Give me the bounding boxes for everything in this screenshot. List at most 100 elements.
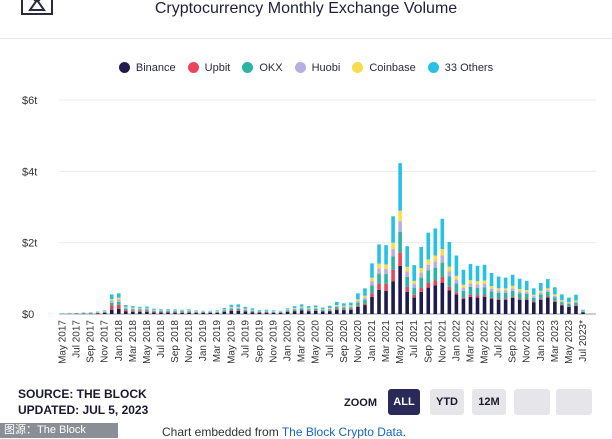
bar-segment	[244, 307, 248, 309]
legend-item[interactable]: Huobi	[295, 62, 341, 74]
x-tick-label: Jan 2018	[114, 320, 125, 362]
bar-segment	[61, 313, 65, 314]
bar-segment	[490, 292, 494, 298]
bar-segment	[159, 309, 163, 310]
bar-segment	[476, 281, 480, 284]
bar-segment	[398, 232, 402, 252]
bar-segment	[251, 311, 255, 312]
bar-segment	[180, 312, 184, 313]
bar-segment	[152, 309, 156, 310]
bar-segment	[370, 297, 374, 314]
bar-segment	[328, 309, 332, 310]
bar-segment	[497, 277, 501, 289]
bar-segment	[504, 299, 508, 300]
x-tick-label: Jan 2021	[367, 320, 378, 362]
bar-segment	[166, 310, 170, 311]
legend-item[interactable]: Binance	[119, 62, 176, 74]
bar-segment	[251, 310, 255, 311]
bar-segment	[145, 307, 149, 308]
bar-segment	[110, 310, 114, 314]
bar-segment	[412, 288, 416, 295]
bar-segment	[166, 313, 170, 314]
bar-segment	[412, 265, 416, 281]
bar-segment	[272, 312, 276, 313]
bar-segment	[426, 259, 430, 264]
bar-segment	[180, 313, 184, 314]
bar-segment	[511, 275, 515, 286]
x-tick-label: Mar 2022	[466, 320, 477, 363]
bar-segment	[384, 264, 388, 269]
bar-segment	[448, 271, 452, 276]
bar-segment	[194, 313, 198, 314]
bar-segment	[314, 307, 318, 308]
bar-segment	[525, 292, 529, 294]
bar-segment	[117, 293, 121, 297]
bar-segment	[237, 311, 241, 314]
x-tick-label: Mar 2018	[128, 320, 139, 363]
bar-segment	[300, 304, 304, 306]
bar-segment	[328, 311, 332, 314]
bar-segment	[159, 310, 163, 311]
legend-label: Huobi	[312, 62, 341, 74]
bar-segment	[525, 299, 529, 300]
embed-prefix: Chart embedded from	[162, 425, 282, 439]
embed-link[interactable]: The Block Crypto Data	[282, 425, 403, 439]
bar-segment	[539, 294, 543, 298]
zoom-extra-button[interactable]	[514, 389, 550, 415]
bar-segment	[532, 288, 536, 294]
bar-segment	[187, 311, 191, 312]
bar-segment	[497, 299, 501, 300]
bar-segment	[349, 303, 353, 306]
bar-segment	[279, 312, 283, 313]
bar-segment	[462, 288, 466, 291]
x-tick-label: Jul 2023*	[578, 320, 589, 362]
bar-segment	[272, 310, 276, 311]
legend-item[interactable]: Upbit	[188, 62, 231, 74]
bar-segment	[110, 294, 114, 299]
bar-segment	[567, 306, 571, 307]
bar-segment	[335, 305, 339, 306]
bar-segment	[532, 298, 536, 302]
x-tick-label: May 2021	[395, 320, 406, 364]
bar-segment	[145, 309, 149, 310]
bar-segment	[433, 280, 437, 285]
bar-segment	[307, 311, 311, 314]
bar-segment	[152, 313, 156, 314]
bar-segment	[230, 309, 234, 310]
x-tick-label: Sep 2022	[508, 320, 519, 363]
bar-segment	[363, 300, 367, 304]
bar-segment	[433, 268, 437, 281]
bar-segment	[553, 302, 557, 314]
bar-segment	[504, 293, 508, 299]
bar-segment	[138, 308, 142, 309]
bar-segment	[208, 313, 212, 314]
bar-segment	[335, 309, 339, 310]
bar-segment	[265, 313, 269, 314]
bar-segment	[483, 280, 487, 283]
bar-segment	[342, 306, 346, 307]
bar-segment	[441, 249, 445, 255]
x-tick-label: Nov 2022	[522, 320, 533, 363]
legend-item[interactable]: 33 Others	[428, 62, 493, 74]
chart-legend: Binance Upbit OKX Huobi Coinbase 33 Others	[0, 62, 612, 74]
zoom-extra-button[interactable]	[556, 389, 592, 415]
bar-segment	[546, 290, 550, 292]
bar-segment	[462, 299, 466, 314]
bar-segment	[110, 303, 114, 306]
bar-segment	[560, 294, 564, 300]
bar-segment	[145, 312, 149, 314]
legend-label: Upbit	[205, 62, 231, 74]
legend-item[interactable]: Coinbase	[352, 62, 415, 74]
zoom-12m-button[interactable]: 12M	[472, 389, 506, 415]
legend-item[interactable]: OKX	[242, 62, 282, 74]
bar-segment	[483, 287, 487, 295]
bar-segment	[398, 163, 402, 210]
bar-segment	[293, 306, 297, 308]
bar-segment	[159, 313, 163, 314]
bar-segment	[363, 296, 367, 298]
zoom-ytd-button[interactable]: YTD	[430, 389, 464, 415]
zoom-all-button[interactable]: ALL	[388, 389, 420, 415]
bar-segment	[455, 256, 459, 276]
bar-segment	[581, 312, 585, 313]
bar-segment	[300, 308, 304, 310]
